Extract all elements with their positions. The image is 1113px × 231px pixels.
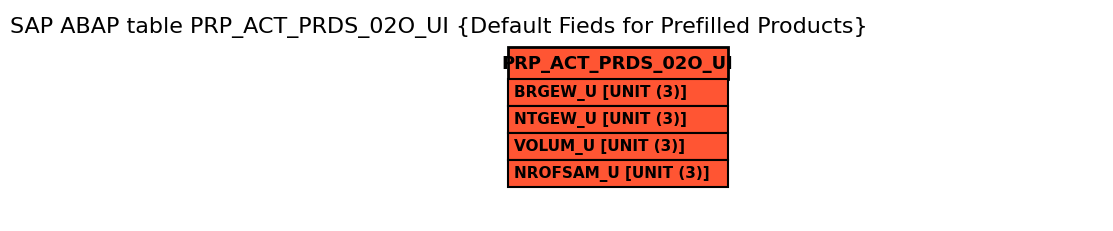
Text: VOLUM_U [UNIT (3)]: VOLUM_U [UNIT (3)] <box>514 139 684 155</box>
Text: NTGEW_U [UNIT (3)]: NTGEW_U [UNIT (3)] <box>514 112 687 128</box>
Text: NROFSAM_U [UNIT (3)]: NROFSAM_U [UNIT (3)] <box>514 166 709 182</box>
Bar <box>508 48 728 80</box>
Text: PRP_ACT_PRDS_02O_UI: PRP_ACT_PRDS_02O_UI <box>502 55 733 73</box>
Bar <box>508 134 728 160</box>
Text: BRGEW_U [UNIT (3)]: BRGEW_U [UNIT (3)] <box>514 85 687 101</box>
Bar <box>508 106 728 134</box>
Bar <box>508 160 728 187</box>
Bar <box>508 80 728 106</box>
Text: SAP ABAP table PRP_ACT_PRDS_02O_UI {Default Fieds for Prefilled Products}: SAP ABAP table PRP_ACT_PRDS_02O_UI {Defa… <box>10 17 868 38</box>
